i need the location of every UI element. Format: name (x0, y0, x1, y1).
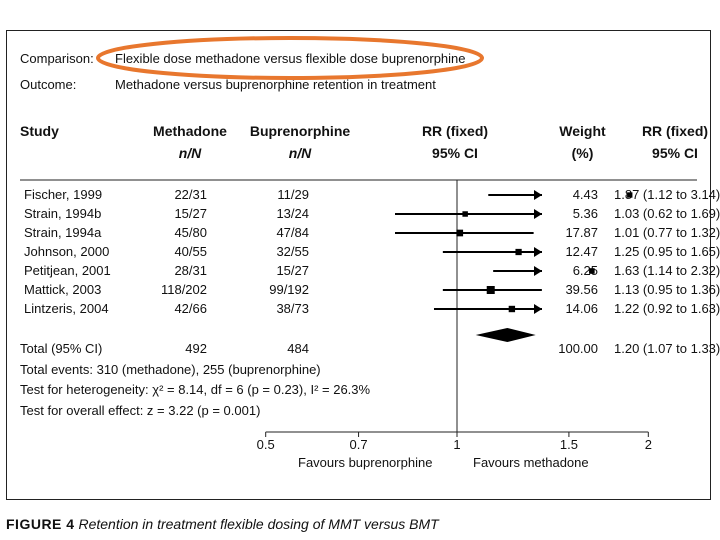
study-rr-text: 1.63 (1.14 to 2.32) (614, 263, 720, 278)
study-weight: 14.06 (565, 301, 598, 316)
total-name: Total (95% CI) (20, 341, 103, 356)
x-axis-tick-label: 1.5 (560, 437, 578, 452)
effect-square (589, 268, 595, 274)
header-rr-plot-sub: 95% CI (432, 145, 478, 161)
x-axis-tick-label: 1 (453, 437, 460, 452)
study-rr-text: 1.13 (0.95 to 1.36) (614, 282, 720, 297)
study-weight: 12.47 (565, 244, 598, 259)
outcome-value: Methadone versus buprenorphine retention… (115, 77, 436, 92)
effect-square (508, 305, 516, 313)
study-name: Strain, 1994a (24, 225, 102, 240)
header-buprenorphine: Buprenorphine (249, 123, 351, 139)
outcome-label: Outcome: (20, 77, 77, 92)
x-axis-tick-label: 0.7 (350, 437, 368, 452)
study-methadone: 42/66 (174, 301, 207, 316)
study-buprenorphine: 47/84 (276, 225, 309, 240)
total-buprenorphine: 484 (287, 341, 309, 356)
favours-left-label: Favours buprenorphine (298, 455, 433, 470)
caption-label: FIGURE 4 (6, 516, 75, 532)
study-methadone: 22/31 (174, 187, 207, 202)
x-axis-tick-label: 0.5 (257, 437, 275, 452)
study-buprenorphine: 15/27 (276, 263, 309, 278)
header-methadone-sub: n/N (178, 145, 202, 161)
study-name: Petitjean, 2001 (24, 263, 111, 278)
figure-caption: FIGURE 4 Retention in treatment flexible… (6, 516, 439, 532)
header-weight-sub: (%) (571, 145, 594, 161)
study-methadone: 15/27 (174, 206, 207, 221)
effect-square (515, 248, 522, 256)
ci-arrow (534, 209, 542, 219)
comparison-label: Comparison: (20, 51, 94, 66)
study-buprenorphine: 99/192 (269, 282, 309, 297)
study-methadone: 45/80 (174, 225, 207, 240)
heterogeneity-note: Test for heterogeneity: χ² = 8.14, df = … (20, 382, 371, 397)
study-name: Mattick, 2003 (24, 282, 102, 297)
study-buprenorphine: 13/24 (276, 206, 309, 221)
header-rr-text: RR (fixed) (641, 123, 709, 139)
effect-square (486, 286, 495, 294)
study-rr-text: 1.03 (0.62 to 1.69) (614, 206, 720, 221)
header-study: Study (20, 123, 59, 139)
study-name: Johnson, 2000 (24, 244, 110, 259)
study-weight: 39.56 (565, 282, 598, 297)
header-rr-text-sub: 95% CI (652, 145, 698, 161)
effect-square (627, 192, 633, 198)
study-rr-text: 1.87 (1.12 to 3.14) (614, 187, 720, 202)
events-note: Total events: 310 (methadone), 255 (bupr… (20, 362, 321, 377)
study-methadone: 118/202 (160, 282, 207, 297)
study-weight: 4.43 (572, 187, 598, 202)
study-name: Lintzeris, 2004 (24, 301, 109, 316)
favours-right-label: Favours methadone (473, 455, 589, 470)
study-weight: 5.36 (572, 206, 598, 221)
x-axis-tick-label: 2 (645, 437, 652, 452)
ci-arrow (534, 266, 542, 276)
overall-effect-note: Test for overall effect: z = 3.22 (p = 0… (20, 403, 261, 418)
study-buprenorphine: 11/29 (277, 187, 309, 202)
caption-text: Retention in treatment flexible dosing o… (78, 516, 439, 532)
study-methadone: 40/55 (174, 244, 207, 259)
study-weight: 6.25 (572, 263, 598, 278)
header-buprenorphine-sub: n/N (288, 145, 312, 161)
study-weight: 17.87 (565, 225, 598, 240)
figure-frame (6, 30, 711, 500)
total-weight: 100.00 (558, 341, 598, 356)
ci-arrow (534, 304, 542, 314)
total-diamond (475, 328, 536, 342)
study-rr-text: 1.01 (0.77 to 1.32) (614, 225, 720, 240)
study-rr-text: 1.22 (0.92 to 1.63) (614, 301, 720, 316)
effect-square (462, 211, 468, 217)
study-rr-text: 1.25 (0.95 to 1.65) (614, 244, 720, 259)
highlight-ellipse (96, 36, 484, 80)
total-rr-text: 1.20 (1.07 to 1.33) (614, 341, 720, 356)
study-buprenorphine: 38/73 (276, 301, 309, 316)
header-methadone: Methadone (153, 123, 227, 139)
study-methadone: 28/31 (174, 263, 207, 278)
header-weight: Weight (559, 123, 606, 139)
study-buprenorphine: 32/55 (276, 244, 309, 259)
total-methadone: 492 (185, 341, 207, 356)
ci-arrow (534, 247, 542, 257)
comparison-value: Flexible dose methadone versus flexible … (115, 51, 466, 66)
header-rr-plot: RR (fixed) (421, 123, 489, 139)
study-name: Strain, 1994b (24, 206, 102, 221)
ci-arrow (534, 190, 542, 200)
study-name: Fischer, 1999 (24, 187, 103, 202)
effect-square (456, 229, 464, 237)
